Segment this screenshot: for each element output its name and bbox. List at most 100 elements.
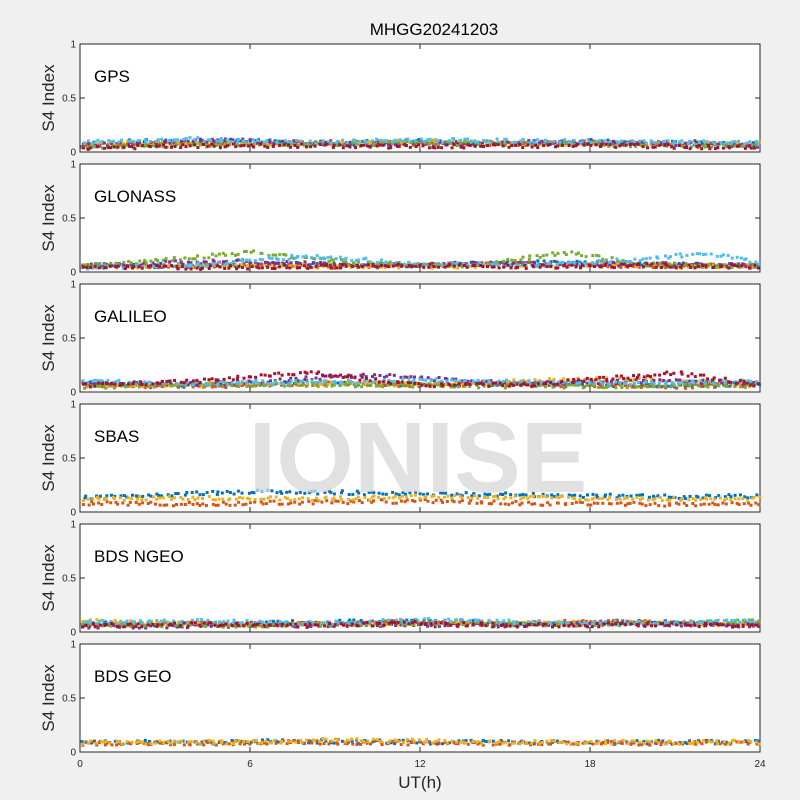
- data-point: [757, 503, 761, 507]
- y-axis-label: S4 Index: [39, 64, 58, 132]
- data-point: [341, 500, 345, 504]
- data-point: [489, 379, 493, 383]
- data-point: [570, 263, 574, 267]
- data-point: [191, 502, 195, 506]
- data-point: [698, 263, 702, 267]
- data-point: [668, 498, 672, 502]
- data-point: [402, 262, 406, 266]
- data-point: [646, 385, 650, 389]
- data-point: [473, 263, 477, 267]
- data-point: [298, 502, 302, 506]
- data-point: [218, 146, 222, 150]
- data-point: [273, 380, 277, 384]
- data-point: [363, 263, 367, 267]
- data-point: [196, 496, 200, 500]
- data-point: [109, 501, 113, 505]
- data-point: [313, 144, 317, 148]
- data-point: [224, 253, 227, 257]
- data-point: [704, 252, 708, 256]
- data-point: [682, 495, 686, 499]
- data-point: [711, 501, 715, 505]
- data-point: [375, 384, 378, 388]
- data-point: [201, 502, 205, 506]
- data-point: [618, 497, 622, 501]
- data-point: [140, 498, 144, 502]
- data-point: [389, 382, 393, 386]
- data-point: [428, 137, 432, 141]
- data-point: [304, 375, 308, 379]
- data-point: [206, 264, 209, 267]
- data-point: [567, 264, 571, 268]
- data-point: [672, 382, 676, 386]
- data-point: [480, 263, 484, 267]
- data-point: [670, 381, 674, 385]
- data-point: [642, 379, 645, 382]
- data-point: [264, 260, 267, 264]
- data-point: [332, 380, 336, 384]
- data-point: [610, 382, 614, 386]
- data-point: [361, 143, 365, 147]
- data-point: [155, 142, 158, 146]
- data-point: [485, 379, 488, 383]
- data-point: [142, 261, 146, 265]
- data-point: [175, 382, 179, 385]
- data-point: [391, 496, 395, 500]
- data-point: [224, 142, 228, 146]
- data-point: [491, 495, 495, 499]
- data-point: [534, 143, 538, 147]
- data-point: [142, 624, 146, 628]
- data-point: [730, 141, 734, 145]
- data-point: [749, 379, 753, 383]
- data-point: [405, 618, 409, 622]
- data-point: [622, 497, 626, 501]
- data-point: [667, 262, 671, 266]
- data-point: [543, 620, 546, 624]
- data-point: [269, 379, 272, 383]
- data-point: [538, 265, 542, 269]
- data-point: [259, 500, 263, 504]
- data-point: [384, 266, 388, 269]
- data-point: [608, 492, 612, 496]
- data-point: [618, 376, 622, 380]
- data-point: [353, 140, 357, 144]
- data-point: [203, 382, 207, 386]
- data-point: [610, 256, 614, 260]
- data-point: [406, 137, 410, 141]
- data-point: [319, 261, 323, 264]
- data-point: [217, 260, 220, 264]
- data-point: [650, 377, 653, 381]
- data-point: [158, 503, 162, 507]
- data-point: [149, 381, 153, 385]
- data-point: [596, 382, 600, 386]
- data-point: [341, 263, 345, 267]
- data-point: [613, 383, 617, 387]
- data-point: [479, 144, 483, 148]
- data-point: [733, 493, 737, 497]
- data-point: [188, 144, 192, 148]
- data-point: [689, 145, 693, 149]
- data-point: [436, 383, 440, 387]
- data-point: [222, 263, 226, 267]
- data-point: [404, 492, 407, 496]
- data-point: [434, 139, 438, 143]
- data-point: [512, 383, 515, 387]
- data-point: [524, 266, 528, 270]
- data-point: [484, 139, 488, 143]
- data-point: [456, 266, 460, 270]
- data-point: [402, 139, 406, 143]
- data-point: [752, 496, 756, 499]
- data-point: [214, 503, 218, 507]
- data-point: [217, 497, 221, 501]
- data-point: [428, 262, 432, 266]
- data-point: [526, 496, 530, 500]
- data-point: [445, 143, 449, 147]
- data-point: [450, 263, 454, 267]
- data-point: [727, 142, 731, 146]
- series-7: [82, 142, 756, 151]
- data-point: [130, 497, 133, 501]
- data-point: [563, 143, 567, 147]
- data-point: [430, 138, 434, 142]
- data-point: [572, 620, 576, 624]
- data-point: [364, 140, 368, 144]
- data-point: [280, 139, 284, 143]
